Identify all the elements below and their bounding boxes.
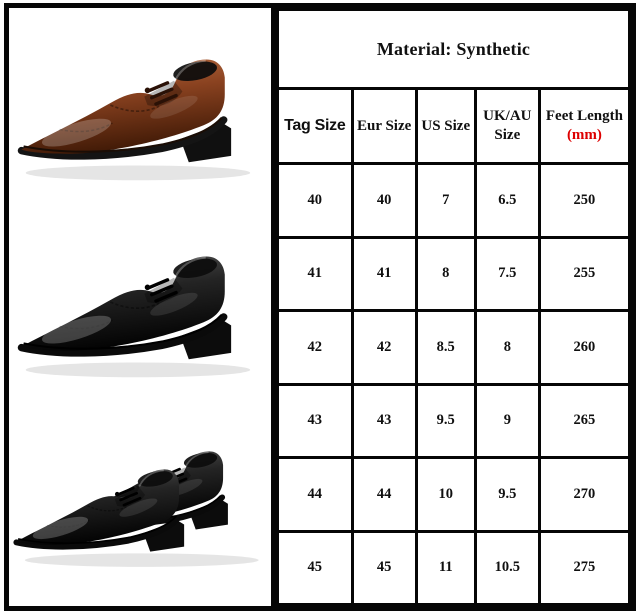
photo-brown-derby-shoe <box>9 12 271 209</box>
table-cell: 8.5 <box>414 309 477 386</box>
table-cell: 42 <box>276 309 354 386</box>
size-chart-body: 40 40 7 6.5 250 41 41 8 7.5 255 42 42 8.5 8 260 43 43 9.5… <box>276 162 632 606</box>
column-header-feet-length: Feet Length (mm) <box>537 87 632 165</box>
table-row: 42 42 8.5 8 260 <box>276 309 632 386</box>
brown-shoe-image <box>13 15 251 181</box>
column-header-ukau-size: UK/AU Size <box>473 87 541 165</box>
table-cell: 250 <box>537 162 632 239</box>
size-chart-table: Material: Synthetic Tag Size Eur Size US… <box>276 8 632 606</box>
photo-black-derby-shoe <box>9 209 271 406</box>
table-cell: 255 <box>537 235 632 312</box>
table-cell: 8 <box>473 309 541 386</box>
photo-black-derby-shoes-pair <box>9 405 271 602</box>
product-photos-panel <box>9 8 271 606</box>
table-cell: 9 <box>473 382 541 459</box>
column-header-eur-size: Eur Size <box>350 87 418 165</box>
table-cell: 10 <box>414 456 477 533</box>
table-cell: 42 <box>350 309 418 386</box>
table-cell: 7 <box>414 162 477 239</box>
table-cell: 265 <box>537 382 632 459</box>
table-cell: 45 <box>276 529 354 606</box>
table-cell: 11 <box>414 529 477 606</box>
table-cell: 40 <box>350 162 418 239</box>
table-cell: 41 <box>276 235 354 312</box>
column-header-row: Tag Size Eur Size US Size UK/AU Size Fee… <box>276 87 632 165</box>
table-row: 45 45 11 10.5 275 <box>276 529 632 606</box>
table-cell: 43 <box>276 382 354 459</box>
table-row: 41 41 8 7.5 255 <box>276 235 632 312</box>
table-cell: 275 <box>537 529 632 606</box>
table-cell: 270 <box>537 456 632 533</box>
table-cell: 7.5 <box>473 235 541 312</box>
size-chart-panel: Material: Synthetic Tag Size Eur Size US… <box>271 8 632 606</box>
table-cell: 44 <box>350 456 418 533</box>
table-row: 44 44 10 9.5 270 <box>276 456 632 533</box>
column-header-tag-size: Tag Size <box>276 87 354 165</box>
table-row: 43 43 9.5 9 265 <box>276 382 632 459</box>
table-cell: 40 <box>276 162 354 239</box>
table-cell: 43 <box>350 382 418 459</box>
table-cell: 260 <box>537 309 632 386</box>
table-cell: 45 <box>350 529 418 606</box>
table-cell: 44 <box>276 456 354 533</box>
black-shoes-pair-image <box>13 408 259 568</box>
product-card-frame: Material: Synthetic Tag Size Eur Size US… <box>4 3 636 611</box>
table-cell: 10.5 <box>473 529 541 606</box>
table-cell: 6.5 <box>473 162 541 239</box>
material-header-row: Material: Synthetic <box>276 8 631 90</box>
material-header: Material: Synthetic <box>276 8 631 90</box>
feet-length-label: Feet Length <box>545 108 623 125</box>
black-shoe-image <box>13 212 251 377</box>
table-row: 40 40 7 6.5 250 <box>276 162 632 239</box>
table-cell: 9.5 <box>473 456 541 533</box>
column-header-us-size: US Size <box>414 87 477 165</box>
feet-length-unit: (mm) <box>566 127 602 143</box>
table-cell: 41 <box>350 235 418 312</box>
table-cell: 9.5 <box>414 382 477 459</box>
table-cell: 8 <box>414 235 477 312</box>
